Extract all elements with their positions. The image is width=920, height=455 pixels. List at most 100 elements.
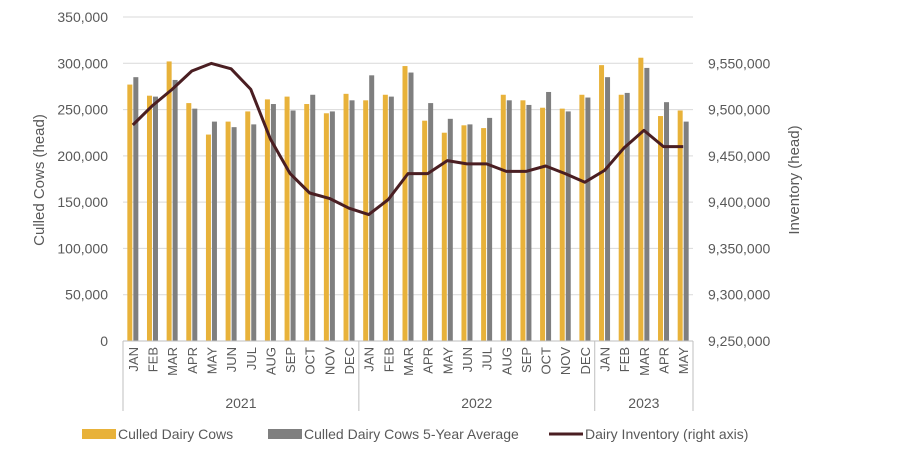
bar-culled-avg <box>133 77 139 342</box>
bar-culled <box>559 108 565 341</box>
bar-culled-avg <box>172 79 178 341</box>
month-label: DEC <box>342 347 357 374</box>
bar-culled-avg <box>467 124 473 341</box>
bar-culled <box>382 94 388 341</box>
month-label: JAN <box>126 347 141 372</box>
bar-culled-avg <box>664 102 670 341</box>
inventory-line-path <box>131 61 684 217</box>
bar-culled-avg <box>251 124 257 341</box>
legend-swatch <box>268 429 302 439</box>
bar-culled-avg <box>310 94 316 341</box>
legend-label: Dairy Inventory (right axis) <box>585 426 748 442</box>
year-label: 2022 <box>461 395 492 411</box>
month-label: MAR <box>401 347 416 376</box>
bar-culled-avg <box>192 108 198 341</box>
month-label: MAY <box>676 347 691 375</box>
legend-label: Culled Dairy Cows 5-Year Average <box>304 426 519 442</box>
bar-culled-avg <box>152 96 158 342</box>
bar-culled <box>677 110 683 341</box>
month-label: APR <box>421 347 436 374</box>
bar-culled-avg <box>487 117 493 341</box>
bar-culled <box>225 121 231 341</box>
legend: Culled Dairy Cows Culled Dairy Cows 5-Yea… <box>82 426 748 442</box>
month-label: JUN <box>460 347 475 372</box>
bar-culled-avg <box>428 103 434 341</box>
right-axis-title: Inventory (head) <box>786 125 803 234</box>
right-tick-label: 9,300,000 <box>708 287 770 303</box>
bar-culled-avg <box>605 77 611 342</box>
bar-culled <box>127 84 133 341</box>
bar-culled-avg <box>624 92 630 341</box>
month-label: MAR <box>637 347 652 376</box>
month-label: MAY <box>204 347 219 375</box>
month-label: NOV <box>558 347 573 376</box>
month-label: JUL <box>244 347 259 370</box>
bar-culled <box>461 125 467 342</box>
bar-culled <box>422 120 428 342</box>
left-tick-label: 100,000 <box>57 240 108 256</box>
month-label: AUG <box>499 347 514 375</box>
bar-culled-avg <box>546 91 552 342</box>
bars <box>127 57 689 342</box>
bar-culled-avg <box>231 127 237 341</box>
left-axis-title: Culled Cows (head) <box>31 114 48 246</box>
bar-culled <box>658 116 664 342</box>
month-label: OCT <box>539 347 554 375</box>
left-tick-label: 150,000 <box>57 194 108 210</box>
month-label: NOV <box>322 347 337 376</box>
month-label: MAR <box>165 347 180 376</box>
month-labels: JAN FEB MAR APR MAY JUN JUL AUG SEP OCT NOV DEC JAN F… <box>126 347 691 376</box>
bar-culled <box>323 113 329 341</box>
bar-culled <box>304 104 310 341</box>
left-tick-label: 200,000 <box>57 148 108 164</box>
month-label: JAN <box>598 347 613 372</box>
right-tick-label: 9,550,000 <box>708 55 770 71</box>
bar-culled-avg <box>447 118 453 341</box>
bar-culled-avg <box>290 110 296 341</box>
bar-culled-avg <box>683 121 689 341</box>
right-axis-ticks: 9,250,000 9,300,000 9,350,000 9,400,000 9,45… <box>708 55 770 349</box>
gridlines <box>123 16 693 296</box>
legend-label: Culled Dairy Cows <box>118 426 233 442</box>
month-label: DEC <box>578 347 593 374</box>
year-labels: 2021 2022 2023 <box>225 395 659 411</box>
left-tick-label: 0 <box>100 333 108 349</box>
month-label: SEP <box>519 347 534 373</box>
month-label: SEP <box>283 347 298 373</box>
inventory-line <box>131 61 684 217</box>
bar-culled <box>599 65 605 341</box>
bar-culled-avg <box>565 111 571 342</box>
bar-culled <box>441 132 447 341</box>
bar-culled <box>166 61 172 341</box>
left-tick-label: 300,000 <box>57 55 108 71</box>
year-label: 2021 <box>225 395 256 411</box>
bar-culled <box>146 95 152 341</box>
bar-culled <box>520 100 526 341</box>
bar-culled <box>186 103 192 341</box>
year-label: 2023 <box>628 395 659 411</box>
bar-culled-avg <box>644 67 650 342</box>
month-label: MAY <box>440 347 455 375</box>
right-tick-label: 9,250,000 <box>708 333 770 349</box>
month-label: FEB <box>381 347 396 372</box>
left-tick-label: 350,000 <box>57 9 108 25</box>
bar-culled-avg <box>270 104 276 341</box>
bar-culled <box>363 100 369 341</box>
month-label: FEB <box>617 347 632 372</box>
bar-culled <box>500 94 506 341</box>
bar-culled-avg <box>388 96 394 342</box>
month-label: APR <box>657 347 672 374</box>
bar-culled-avg <box>349 100 355 341</box>
bar-culled <box>284 96 290 342</box>
bar-culled-avg <box>585 97 591 341</box>
bar-culled-avg <box>329 111 335 342</box>
bar-culled <box>245 111 251 342</box>
bar-culled-avg <box>369 75 375 341</box>
right-tick-label: 9,400,000 <box>708 194 770 210</box>
month-label: JUN <box>224 347 239 372</box>
month-label: APR <box>185 347 200 374</box>
bar-culled <box>402 66 408 341</box>
month-label: FEB <box>146 347 161 372</box>
bar-culled-avg <box>408 72 414 342</box>
